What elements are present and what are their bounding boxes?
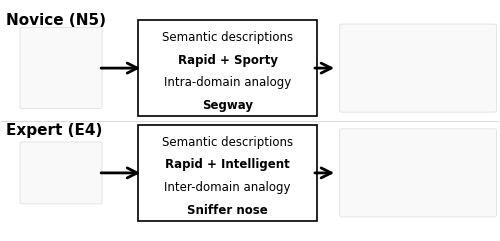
FancyBboxPatch shape [340, 24, 496, 112]
Text: Sniffer nose: Sniffer nose [187, 204, 268, 217]
Text: Semantic descriptions: Semantic descriptions [162, 31, 293, 44]
Text: Rapid + Sporty: Rapid + Sporty [178, 54, 278, 67]
FancyBboxPatch shape [138, 125, 317, 221]
FancyBboxPatch shape [138, 20, 317, 116]
FancyBboxPatch shape [20, 27, 102, 109]
Text: Segway: Segway [202, 99, 253, 112]
Text: Intra-domain analogy: Intra-domain analogy [164, 76, 291, 89]
Text: Semantic descriptions: Semantic descriptions [162, 136, 293, 149]
Text: Rapid + Intelligent: Rapid + Intelligent [165, 159, 290, 172]
FancyBboxPatch shape [20, 142, 102, 204]
Text: Novice (N5): Novice (N5) [6, 13, 106, 28]
Text: Expert (E4): Expert (E4) [6, 123, 102, 138]
Text: Inter-domain analogy: Inter-domain analogy [164, 181, 291, 194]
FancyBboxPatch shape [340, 129, 496, 217]
